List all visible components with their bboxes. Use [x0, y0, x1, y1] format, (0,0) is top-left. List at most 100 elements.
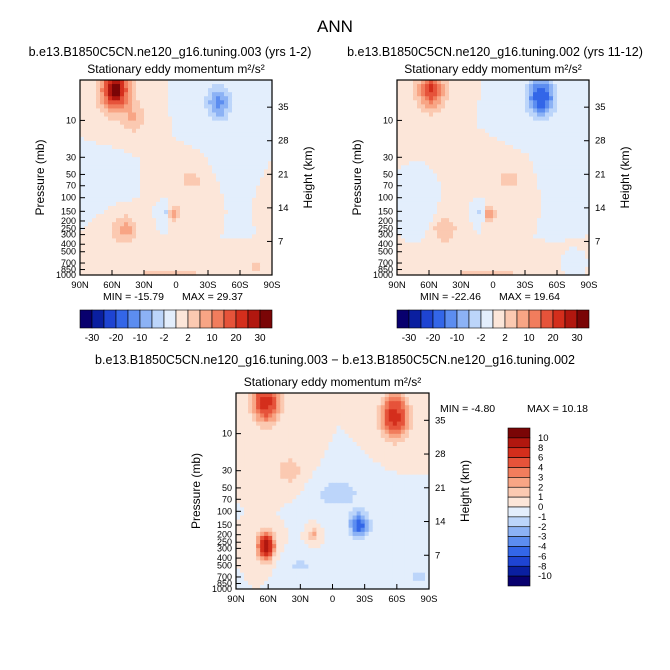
field-cell	[441, 100, 446, 105]
field-cell	[200, 108, 205, 114]
field-cell	[517, 177, 522, 183]
field-cell	[264, 393, 269, 398]
field-cell	[92, 120, 97, 126]
field-cell	[433, 108, 438, 114]
field-cell	[525, 80, 530, 85]
field-cell	[497, 100, 502, 105]
field-cell	[228, 193, 233, 199]
field-cell	[176, 214, 181, 219]
field-cell	[581, 197, 586, 203]
field-cell	[208, 250, 213, 256]
field-cell	[501, 165, 506, 170]
field-cell	[537, 173, 542, 179]
field-cell	[200, 234, 205, 240]
field-cell	[525, 250, 530, 256]
field-cell	[96, 84, 101, 89]
field-cell	[104, 140, 109, 146]
field-cell	[112, 270, 117, 276]
field-cell	[573, 262, 578, 268]
field-cell	[569, 173, 574, 179]
field-cell	[376, 405, 382, 410]
field-cell	[260, 177, 265, 183]
field-cell	[425, 254, 430, 260]
field-cell	[473, 246, 478, 252]
field-cell	[180, 112, 185, 118]
field-cell	[397, 201, 402, 207]
field-cell	[88, 88, 93, 93]
field-cell	[461, 165, 466, 170]
field-cell	[364, 393, 370, 398]
field-cell	[505, 165, 510, 170]
field-cell	[549, 189, 554, 195]
field-cell	[188, 254, 193, 260]
field-cell	[128, 116, 133, 122]
field-cell	[216, 193, 221, 199]
field-cell	[200, 254, 205, 260]
field-cell	[509, 205, 514, 211]
field-cell	[216, 214, 221, 219]
field-cell	[256, 189, 261, 195]
field-cell	[216, 201, 221, 207]
field-cell	[549, 120, 554, 126]
field-cell	[248, 193, 253, 199]
field-cell	[92, 177, 97, 183]
field-cell	[485, 112, 490, 118]
field-cell	[244, 108, 249, 114]
field-cell	[160, 104, 165, 110]
field-cell	[537, 210, 542, 215]
field-cell	[569, 128, 574, 134]
field-cell	[501, 120, 506, 126]
field-cell	[437, 238, 442, 244]
field-cell	[180, 128, 185, 134]
field-cell	[116, 270, 121, 276]
field-cell	[549, 201, 554, 207]
colorbar-label: -20	[426, 333, 441, 344]
field-cell	[429, 250, 434, 256]
field-cell	[256, 250, 261, 256]
field-cell	[216, 88, 221, 93]
field-cell	[224, 254, 229, 260]
field-cell	[172, 165, 177, 170]
colorbar-label: 10	[206, 333, 218, 344]
field-cell	[497, 205, 502, 211]
field-cell	[84, 165, 89, 170]
field-cell	[425, 149, 430, 154]
field-cell	[573, 185, 578, 191]
field-cell	[441, 214, 446, 219]
field-cell	[485, 145, 490, 150]
field-cell	[160, 84, 165, 89]
field-cell	[421, 254, 426, 260]
field-cell	[513, 104, 518, 110]
field-cell	[505, 262, 510, 268]
field-cell	[124, 169, 129, 175]
field-cell	[132, 181, 137, 187]
field-cell	[537, 242, 542, 248]
field-cell	[140, 189, 145, 195]
field-cell	[577, 262, 582, 268]
field-cell	[433, 80, 438, 85]
field-cell	[561, 205, 566, 211]
field-cell	[256, 218, 261, 223]
field-cell	[445, 165, 450, 170]
field-cell	[457, 189, 462, 195]
field-cell	[412, 401, 418, 406]
field-cell	[132, 136, 137, 142]
field-cell	[437, 128, 442, 134]
field-cell	[549, 112, 554, 118]
field-cell	[405, 189, 410, 195]
field-cell	[449, 254, 454, 260]
field-cell	[405, 108, 410, 114]
field-cell	[168, 222, 173, 227]
field-cell	[132, 116, 137, 122]
field-cell	[192, 84, 197, 89]
field-cell	[200, 153, 205, 158]
field-cell	[208, 116, 213, 122]
field-cell	[208, 262, 213, 268]
field-cell	[164, 108, 169, 114]
field-cell	[264, 88, 269, 93]
field-cell	[509, 84, 514, 89]
field-cell	[260, 226, 265, 231]
field-cell	[120, 205, 125, 211]
field-cell	[88, 258, 93, 264]
